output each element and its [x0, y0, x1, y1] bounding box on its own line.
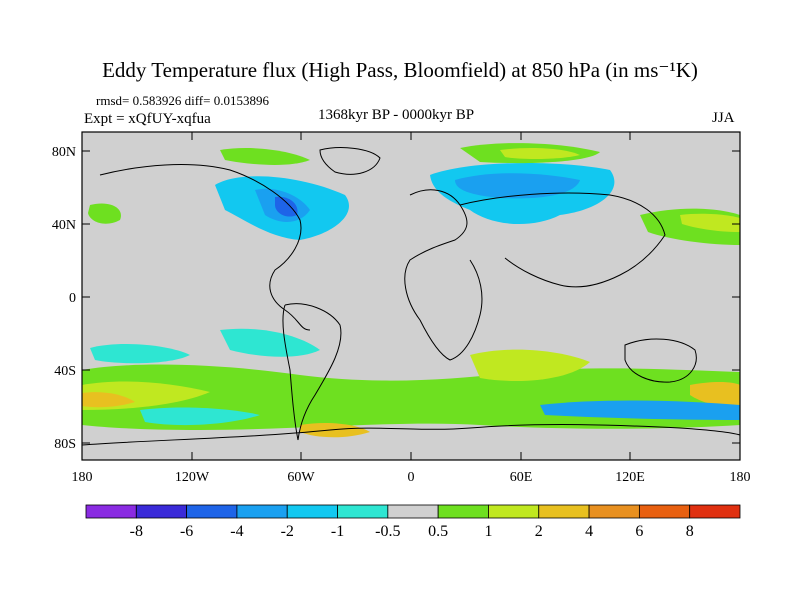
stats-text: rmsd= 0.583926 diff= 0.0153896 — [96, 93, 269, 108]
colorbar-swatch — [135, 504, 188, 519]
flux-patch — [455, 173, 580, 199]
coastline-africa — [404, 189, 483, 361]
colorbar-label: 2 — [535, 523, 543, 540]
lon-label: 180 — [72, 470, 93, 485]
colorbar-label: -0.5 — [375, 523, 400, 540]
flux-patch — [300, 422, 370, 438]
flux-patch — [140, 407, 260, 426]
coastline-greenland — [319, 147, 381, 175]
lon-label: 120E — [615, 470, 645, 485]
flux-patch — [82, 392, 135, 408]
lat-label: 80S — [54, 437, 76, 452]
flux-patch — [540, 400, 740, 420]
lon-label: 60E — [510, 470, 533, 485]
experiment-label: Expt = xQfUY-xqfua — [84, 111, 211, 127]
colorbar-label: -2 — [281, 523, 294, 540]
colorbar-label: 0.5 — [428, 523, 448, 540]
map-title: Eddy Temperature flux (High Pass, Bloomf… — [102, 58, 698, 82]
colorbar-label: 1 — [484, 523, 492, 540]
colorbar-swatch — [488, 504, 540, 519]
coastline-south-america — [284, 303, 342, 441]
flux-patch — [500, 147, 580, 160]
flux-patch — [220, 328, 320, 357]
colorbar-swatch — [437, 504, 489, 519]
colorbar-swatch — [387, 504, 439, 519]
lat-label: 40S — [54, 364, 76, 379]
flux-patch — [90, 344, 190, 364]
coastline-north-america — [99, 164, 311, 331]
lon-axis: 180 120W 60W 0 60E 120E 180 — [72, 132, 751, 485]
coastline-antarctica — [81, 424, 741, 446]
flux-field — [82, 143, 740, 438]
lon-label: 60W — [287, 470, 315, 485]
flux-patch — [690, 381, 740, 408]
lat-label: 0 — [69, 291, 76, 306]
lat-axis: 80N 40N 0 40S 80S — [52, 145, 740, 452]
colorbar-label: 6 — [635, 523, 643, 540]
coastline-asia — [459, 192, 666, 288]
colorbar-swatch — [286, 504, 338, 519]
lon-label: 0 — [408, 470, 415, 485]
colorbar-swatch — [85, 504, 137, 519]
colorbar-swatch — [588, 504, 640, 519]
colorbar-label: -1 — [331, 523, 344, 540]
colorbar-swatch — [689, 504, 741, 519]
season-label: JJA — [712, 110, 735, 126]
flux-patch — [680, 213, 740, 232]
flux-patch — [88, 203, 121, 224]
lat-label: 40N — [52, 218, 76, 233]
flux-patch — [275, 196, 298, 217]
lon-label: 180 — [730, 470, 751, 485]
coastlines — [81, 147, 741, 446]
flux-patch — [470, 349, 590, 382]
lon-label: 120W — [175, 470, 210, 485]
colorbar-swatch — [638, 504, 691, 519]
map-panel — [81, 131, 741, 461]
colorbar: -8 -6 -4 -2 -1 -0.5 0.5 1 2 4 6 8 — [85, 504, 741, 540]
coastline-australia — [624, 338, 697, 383]
colorbar-swatch — [186, 504, 238, 519]
colorbar-label: -6 — [180, 523, 193, 540]
lat-label: 80N — [52, 145, 76, 160]
period-label: 1368kyr BP - 0000kyr BP — [318, 107, 475, 123]
colorbar-label: 8 — [686, 523, 694, 540]
colorbar-label: -4 — [230, 523, 243, 540]
colorbar-label: -8 — [130, 523, 143, 540]
coastline-south-america-west — [282, 304, 299, 441]
colorbar-swatch — [337, 504, 389, 519]
flux-patch — [220, 148, 310, 165]
colorbar-swatch — [236, 504, 288, 519]
colorbar-label: 4 — [585, 523, 593, 540]
colorbar-swatch — [538, 504, 590, 519]
